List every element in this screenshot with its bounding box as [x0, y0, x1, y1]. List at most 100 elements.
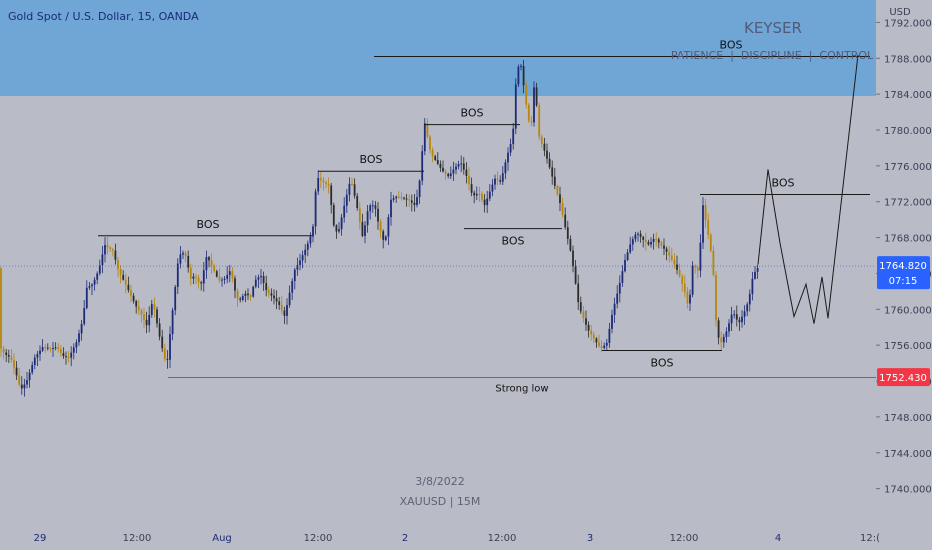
candle: [462, 157, 465, 175]
candle: [182, 250, 184, 260]
candle-body: [31, 365, 34, 373]
candle: [501, 166, 504, 185]
candle: [629, 236, 632, 255]
candle-body: [403, 197, 405, 199]
candle-body: [488, 191, 491, 199]
candle-body: [686, 291, 689, 304]
candle: [41, 339, 44, 352]
price-axis-label: 1792.000: [884, 18, 932, 29]
candle-body: [13, 359, 15, 368]
candle-body: [496, 178, 499, 181]
candle-body: [182, 252, 184, 255]
candle-body: [410, 200, 413, 203]
candle: [338, 222, 340, 234]
candle-body: [728, 323, 730, 332]
candle: [179, 245, 182, 269]
candle: [452, 161, 455, 181]
candle: [410, 194, 413, 212]
candle: [327, 177, 330, 194]
candle-body: [39, 350, 41, 355]
candle-body: [104, 245, 106, 255]
candle: [668, 245, 671, 263]
candle-body: [715, 274, 717, 321]
candle: [434, 154, 437, 161]
candle: [187, 250, 190, 273]
candle: [143, 307, 145, 328]
candle-body: [166, 359, 169, 361]
candle: [145, 311, 148, 334]
candle-body: [595, 338, 598, 343]
candle: [288, 285, 291, 308]
currency-label: USD: [889, 7, 911, 18]
candle-body: [5, 352, 8, 356]
candle-body: [462, 163, 465, 170]
candle-body: [634, 234, 637, 240]
candle-body: [231, 271, 234, 279]
candle: [52, 341, 54, 358]
candle: [62, 347, 65, 359]
candle: [366, 205, 369, 233]
time-axis-label: 12:00: [488, 533, 517, 544]
candle-body: [189, 267, 192, 279]
candle: [213, 263, 216, 273]
candle-body: [67, 356, 70, 358]
candle-body: [10, 356, 13, 360]
candle-body: [382, 231, 385, 240]
candle: [535, 82, 538, 107]
time-axis-label: Aug: [212, 533, 232, 544]
candle-body: [455, 166, 457, 170]
candle-body: [75, 342, 78, 348]
candle-body: [127, 284, 130, 291]
candle-body: [143, 314, 145, 320]
candle: [257, 274, 260, 288]
candle-body: [660, 242, 663, 246]
candle: [249, 293, 252, 301]
candle-body: [83, 307, 86, 325]
candle-body: [117, 259, 119, 270]
candle-body: [369, 205, 372, 212]
candle-body: [62, 353, 65, 357]
candle-body: [631, 239, 634, 245]
candle: [559, 186, 561, 212]
candle-body: [7, 355, 10, 357]
candle: [262, 271, 265, 291]
candle-body: [130, 290, 132, 296]
candle: [496, 171, 499, 186]
candle-body: [254, 279, 257, 287]
candle: [325, 180, 327, 189]
candle: [743, 305, 746, 325]
price-axis-label: 1756.000: [884, 341, 932, 352]
candle: [18, 367, 21, 387]
candle-body: [88, 286, 91, 288]
time-axis[interactable]: [0, 520, 876, 550]
candle: [418, 179, 421, 204]
candle: [254, 275, 257, 289]
candle-body: [44, 347, 47, 349]
candle: [231, 267, 234, 283]
candle-body: [351, 183, 353, 185]
candle-body: [507, 152, 509, 163]
candle: [286, 298, 288, 325]
candle: [377, 201, 379, 230]
candle: [403, 196, 405, 201]
candle: [340, 213, 343, 236]
candle: [280, 296, 283, 315]
candle: [694, 264, 697, 274]
candle-body: [390, 199, 392, 218]
candle: [720, 331, 723, 351]
candle-body: [384, 236, 387, 240]
candle-body: [746, 304, 749, 312]
candle-body: [353, 184, 356, 196]
candle: [317, 170, 320, 196]
candle: [356, 192, 359, 211]
candle-body: [171, 310, 174, 335]
candle-body: [119, 269, 122, 276]
candle: [676, 255, 678, 275]
candle-body: [509, 144, 512, 153]
current-price-tag-bg: [877, 256, 930, 290]
candle-body: [226, 275, 229, 279]
bos-label: BOS: [720, 38, 743, 51]
candle: [530, 115, 533, 127]
candle: [626, 249, 629, 262]
